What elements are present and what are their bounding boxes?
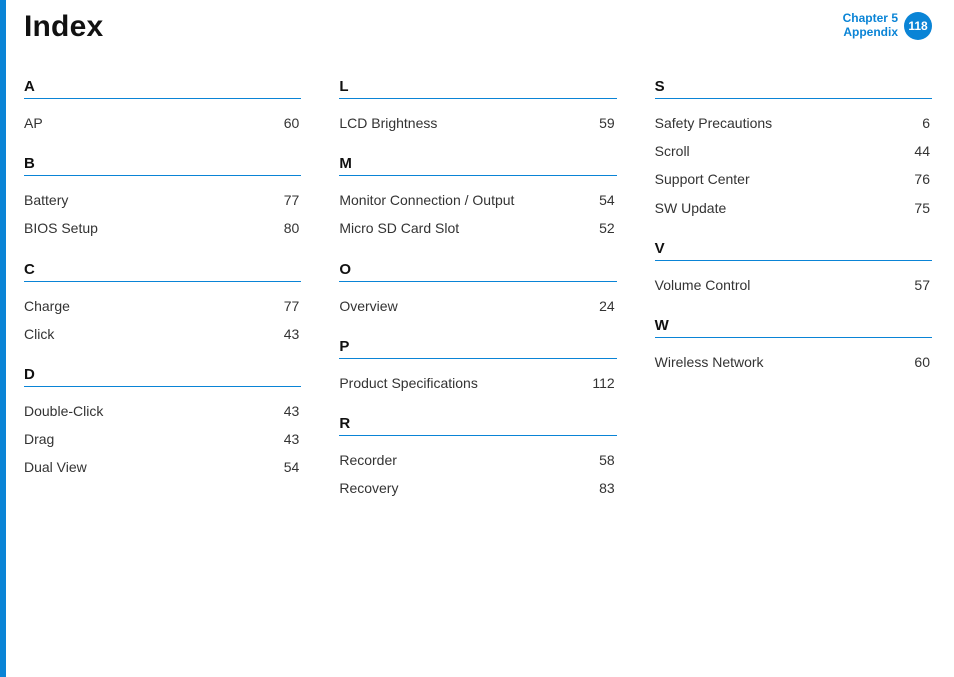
index-entry-page: 54 — [581, 191, 615, 209]
section-letter: C — [24, 261, 301, 282]
index-entry[interactable]: Monitor Connection / Output54 — [339, 186, 616, 214]
index-section: A AP60 — [24, 78, 301, 137]
index-entry[interactable]: Click43 — [24, 320, 301, 348]
index-section: SSafety Precautions6Scroll44Support Cent… — [655, 78, 932, 222]
chapter-line1: Chapter 5 — [843, 12, 898, 26]
index-entry-page: 83 — [581, 479, 615, 497]
index-columns: AAP60BBattery77BIOS Setup80CCharge77Clic… — [24, 78, 932, 520]
index-entry[interactable]: Dual View54 — [24, 453, 301, 481]
index-entry[interactable]: Battery77 — [24, 186, 301, 214]
index-entry[interactable]: SW Update75 — [655, 194, 932, 222]
index-entry-page: 76 — [896, 170, 930, 188]
page-title: Index — [24, 10, 103, 44]
index-entry-term: Micro SD Card Slot — [339, 219, 580, 237]
index-entry-page: 112 — [581, 374, 615, 392]
index-entry-term: Overview — [339, 297, 580, 315]
index-entry-page: 77 — [265, 297, 299, 315]
section-letter: O — [339, 261, 616, 282]
index-entry-term: BIOS Setup — [24, 219, 265, 237]
index-entry-page: 58 — [581, 451, 615, 469]
index-entry-page: 24 — [581, 297, 615, 315]
index-entry-page: 43 — [265, 402, 299, 420]
index-entry[interactable]: AP60 — [24, 109, 301, 137]
section-letter: L — [339, 78, 616, 99]
index-entry[interactable]: Support Center76 — [655, 165, 932, 193]
section-letter: B — [24, 155, 301, 176]
index-column: L LCD Brightness59 M Monitor Connection / O… — [339, 78, 616, 520]
index-entry-term: Drag — [24, 430, 265, 448]
index-section: CCharge77Click43 — [24, 261, 301, 348]
index-entry-page: 80 — [265, 219, 299, 237]
section-letter: P — [339, 338, 616, 359]
index-entry-term: Volume Control — [655, 276, 896, 294]
index-section: DDouble-Click43Drag43Dual View54 — [24, 366, 301, 482]
index-entry-page: 43 — [265, 325, 299, 343]
index-entry[interactable]: Drag43 — [24, 425, 301, 453]
index-section: BBattery77BIOS Setup80 — [24, 155, 301, 242]
index-entry-term: SW Update — [655, 199, 896, 217]
index-entry-page: 54 — [265, 458, 299, 476]
index-column: SSafety Precautions6Scroll44Support Cent… — [655, 78, 932, 520]
index-page: Index Chapter 5 Appendix 118 AAP60BBatte… — [0, 0, 954, 677]
index-entry-term: Monitor Connection / Output — [339, 191, 580, 209]
section-letter: R — [339, 415, 616, 436]
index-entry-page: 43 — [265, 430, 299, 448]
index-entry-term: Dual View — [24, 458, 265, 476]
index-entry-term: LCD Brightness — [339, 114, 580, 132]
index-section: V Volume Control57 — [655, 240, 932, 299]
index-entry-page: 59 — [581, 114, 615, 132]
index-entry[interactable]: Micro SD Card Slot52 — [339, 214, 616, 242]
index-entry-page: 44 — [896, 142, 930, 160]
section-letter: D — [24, 366, 301, 387]
index-entry-page: 57 — [896, 276, 930, 294]
page-number-badge: 118 — [904, 12, 932, 40]
index-entry-page: 60 — [896, 353, 930, 371]
section-letter: W — [655, 317, 932, 338]
page-header: Index Chapter 5 Appendix 118 — [24, 10, 932, 44]
index-entry[interactable]: Charge77 — [24, 292, 301, 320]
index-section: P Product Specifications112 — [339, 338, 616, 397]
chapter-label: Chapter 5 Appendix — [843, 12, 898, 40]
section-letter: V — [655, 240, 932, 261]
index-entry[interactable]: BIOS Setup80 — [24, 214, 301, 242]
index-entry-page: 60 — [265, 114, 299, 132]
index-entry[interactable]: Safety Precautions6 — [655, 109, 932, 137]
index-column: AAP60BBattery77BIOS Setup80CCharge77Clic… — [24, 78, 301, 520]
index-entry-page: 77 — [265, 191, 299, 209]
index-entry-term: Safety Precautions — [655, 114, 896, 132]
index-entry-term: Recorder — [339, 451, 580, 469]
index-section: RRecorder58Recovery83 — [339, 415, 616, 502]
index-section: O Overview24 — [339, 261, 616, 320]
section-letter: M — [339, 155, 616, 176]
index-entry-term: Wireless Network — [655, 353, 896, 371]
chapter-info: Chapter 5 Appendix 118 — [843, 12, 932, 40]
index-section: MMonitor Connection / Output54Micro SD C… — [339, 155, 616, 242]
section-letter: A — [24, 78, 301, 99]
index-entry-page: 75 — [896, 199, 930, 217]
index-entry-page: 52 — [581, 219, 615, 237]
index-entry[interactable]: Double-Click43 — [24, 397, 301, 425]
index-entry[interactable]: Product Specifications112 — [339, 369, 616, 397]
index-entry-term: Battery — [24, 191, 265, 209]
index-entry-term: Support Center — [655, 170, 896, 188]
index-entry[interactable]: Scroll44 — [655, 137, 932, 165]
index-entry[interactable]: LCD Brightness59 — [339, 109, 616, 137]
index-entry-term: Double-Click — [24, 402, 265, 420]
index-entry[interactable]: Volume Control57 — [655, 271, 932, 299]
index-entry-term: Scroll — [655, 142, 896, 160]
index-entry-term: AP — [24, 114, 265, 132]
index-section: W Wireless Network60 — [655, 317, 932, 376]
index-entry-term: Charge — [24, 297, 265, 315]
section-letter: S — [655, 78, 932, 99]
index-entry-term: Click — [24, 325, 265, 343]
index-entry-term: Recovery — [339, 479, 580, 497]
chapter-line2: Appendix — [843, 26, 898, 40]
index-entry[interactable]: Wireless Network60 — [655, 348, 932, 376]
index-entry-page: 6 — [896, 114, 930, 132]
index-entry[interactable]: Recovery83 — [339, 474, 616, 502]
index-entry[interactable]: Overview24 — [339, 292, 616, 320]
index-entry-term: Product Specifications — [339, 374, 580, 392]
index-section: L LCD Brightness59 — [339, 78, 616, 137]
index-entry[interactable]: Recorder58 — [339, 446, 616, 474]
